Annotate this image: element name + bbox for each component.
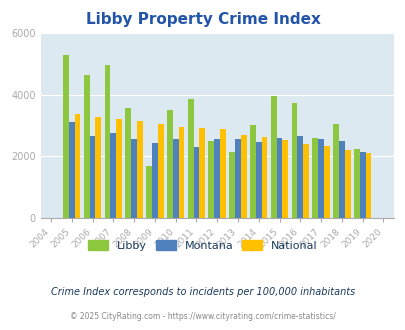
Bar xyxy=(69,122,75,218)
Bar xyxy=(136,121,143,218)
Bar xyxy=(297,136,303,218)
Bar xyxy=(338,142,344,218)
Bar xyxy=(110,133,116,218)
Bar xyxy=(199,128,205,218)
Bar xyxy=(75,114,80,218)
Bar xyxy=(261,137,267,218)
Bar xyxy=(178,127,184,218)
Text: Libby Property Crime Index: Libby Property Crime Index xyxy=(85,12,320,27)
Bar xyxy=(359,151,364,218)
Bar xyxy=(291,103,297,218)
Bar xyxy=(311,138,318,218)
Bar xyxy=(240,135,246,218)
Bar xyxy=(83,75,90,218)
Text: © 2025 CityRating.com - https://www.cityrating.com/crime-statistics/: © 2025 CityRating.com - https://www.city… xyxy=(70,312,335,321)
Bar xyxy=(353,149,359,218)
Bar xyxy=(270,96,276,218)
Bar xyxy=(208,142,214,218)
Bar xyxy=(318,139,323,218)
Bar xyxy=(90,136,95,218)
Bar xyxy=(276,138,282,218)
Bar xyxy=(344,150,350,218)
Bar xyxy=(323,146,329,218)
Bar xyxy=(131,139,136,218)
Bar xyxy=(63,54,69,218)
Bar xyxy=(333,124,338,218)
Bar xyxy=(303,145,308,218)
Bar xyxy=(166,110,172,218)
Bar xyxy=(234,139,240,218)
Bar xyxy=(146,166,151,218)
Bar xyxy=(187,99,193,218)
Bar xyxy=(125,109,131,218)
Bar xyxy=(220,129,225,218)
Bar xyxy=(255,142,261,218)
Bar xyxy=(249,125,255,218)
Bar xyxy=(116,118,122,218)
Bar xyxy=(282,141,288,218)
Bar xyxy=(364,153,371,218)
Bar xyxy=(158,124,163,218)
Bar xyxy=(214,139,220,218)
Bar xyxy=(104,65,110,218)
Text: Crime Index corresponds to incidents per 100,000 inhabitants: Crime Index corresponds to incidents per… xyxy=(51,287,354,297)
Legend: Libby, Montana, National: Libby, Montana, National xyxy=(83,236,322,255)
Bar xyxy=(172,139,178,218)
Bar xyxy=(151,143,158,218)
Bar xyxy=(229,151,234,218)
Bar xyxy=(193,147,199,218)
Bar xyxy=(95,117,101,218)
